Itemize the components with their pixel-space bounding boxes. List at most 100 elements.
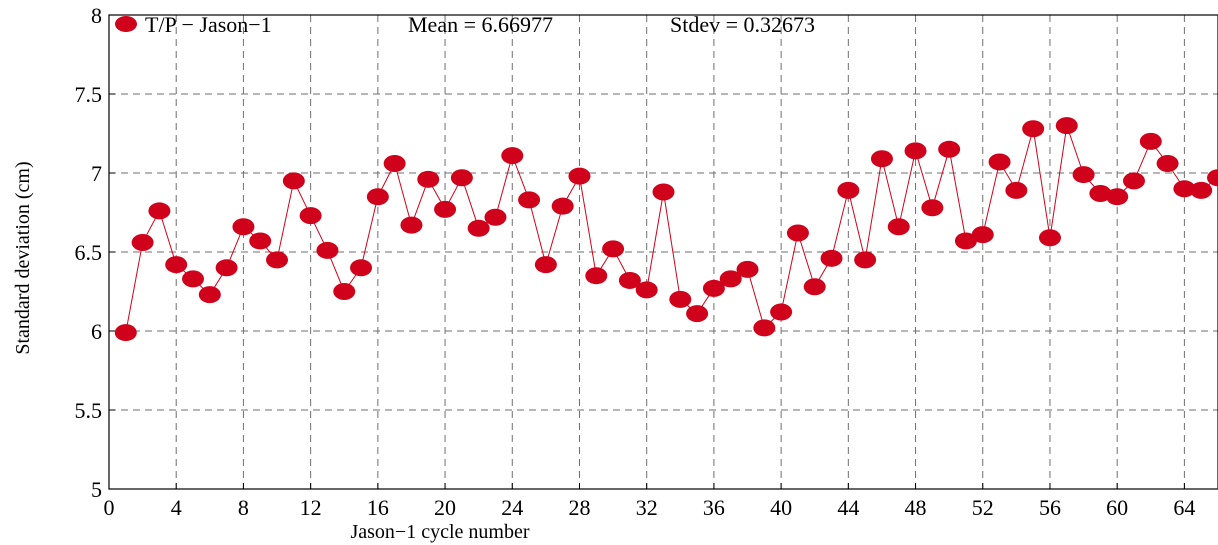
data-point bbox=[635, 281, 658, 299]
data-point bbox=[1005, 181, 1028, 199]
x-tick-label: 28 bbox=[568, 495, 590, 520]
legend-marker bbox=[115, 16, 137, 32]
data-point bbox=[518, 191, 541, 209]
data-point bbox=[938, 140, 961, 158]
y-tick-label: 7 bbox=[91, 161, 102, 186]
data-point bbox=[450, 169, 473, 187]
data-point bbox=[484, 208, 507, 226]
axis-ticks: 0 4 8 12 16 20 24 28 32 36 40 44 48 52 56 60 6455.566.57… bbox=[75, 3, 1196, 520]
data-point bbox=[1022, 120, 1045, 138]
data-point bbox=[316, 241, 339, 259]
data-point bbox=[702, 279, 725, 297]
x-tick-label: 60 bbox=[1106, 495, 1128, 520]
data-point bbox=[1089, 185, 1112, 203]
data-point bbox=[1156, 155, 1179, 173]
legend-label: T/P − Jason−1 bbox=[145, 12, 272, 37]
x-tick-label: 8 bbox=[238, 495, 249, 520]
data-point bbox=[1139, 132, 1162, 150]
data-point bbox=[568, 167, 591, 185]
data-point bbox=[249, 232, 272, 250]
data-point bbox=[870, 150, 893, 168]
data-point bbox=[467, 219, 490, 237]
data-point bbox=[299, 207, 322, 225]
data-point bbox=[803, 278, 826, 296]
data-point bbox=[618, 271, 641, 289]
x-tick-label: 32 bbox=[636, 495, 658, 520]
data-point bbox=[333, 283, 356, 300]
x-tick-label: 56 bbox=[1039, 495, 1061, 520]
data-point bbox=[366, 188, 389, 206]
y-tick-label: 8 bbox=[91, 3, 102, 28]
data-point bbox=[736, 260, 759, 278]
data-point bbox=[988, 153, 1011, 171]
data-point bbox=[383, 155, 406, 173]
data-point bbox=[501, 147, 524, 165]
data-point bbox=[753, 319, 776, 337]
x-tick-label: 64 bbox=[1173, 495, 1195, 520]
series-markers bbox=[114, 117, 1218, 342]
data-point bbox=[534, 256, 557, 274]
x-tick-label: 40 bbox=[770, 495, 792, 520]
data-point bbox=[266, 251, 289, 269]
x-tick-label: 12 bbox=[300, 495, 322, 520]
x-axis-title: Jason−1 cycle number bbox=[350, 521, 529, 543]
data-point bbox=[131, 234, 154, 252]
data-point bbox=[198, 286, 221, 304]
data-point bbox=[182, 270, 205, 288]
y-tick-label: 6.5 bbox=[75, 240, 103, 265]
data-point bbox=[585, 267, 608, 285]
data-point bbox=[837, 181, 860, 199]
y-tick-label: 5.5 bbox=[75, 398, 103, 423]
x-tick-label: 36 bbox=[703, 495, 725, 520]
x-tick-label: 44 bbox=[837, 495, 859, 520]
data-point bbox=[434, 200, 457, 218]
data-point bbox=[971, 226, 994, 244]
data-point bbox=[954, 232, 977, 250]
data-point bbox=[770, 303, 793, 321]
data-point bbox=[1038, 229, 1061, 247]
data-point bbox=[417, 170, 440, 188]
data-point bbox=[350, 259, 373, 277]
data-point bbox=[551, 197, 574, 215]
x-tick-label: 0 bbox=[104, 495, 115, 520]
data-point bbox=[1173, 180, 1196, 198]
data-point bbox=[786, 224, 809, 242]
data-point bbox=[1190, 181, 1213, 199]
data-point bbox=[1122, 172, 1145, 190]
data-point bbox=[1207, 169, 1218, 187]
data-point bbox=[854, 251, 877, 269]
y-tick-label: 6 bbox=[91, 319, 102, 344]
data-point bbox=[165, 256, 188, 274]
data-point bbox=[921, 199, 944, 217]
data-point bbox=[602, 240, 625, 258]
legend: T/P − Jason−1 bbox=[115, 12, 272, 37]
data-point bbox=[1106, 188, 1129, 206]
data-point bbox=[887, 218, 910, 236]
x-tick-label: 16 bbox=[367, 495, 389, 520]
data-point bbox=[1055, 117, 1078, 135]
x-tick-label: 24 bbox=[501, 495, 523, 520]
data-point bbox=[904, 142, 927, 160]
data-point bbox=[719, 270, 742, 288]
data-point bbox=[686, 305, 709, 323]
data-point bbox=[400, 216, 423, 234]
data-point bbox=[669, 290, 692, 308]
stdev-annotation: Stdev = 0.32673 bbox=[670, 12, 815, 37]
data-point bbox=[820, 249, 843, 267]
data-point bbox=[114, 324, 137, 342]
data-point bbox=[652, 183, 675, 201]
data-point bbox=[215, 259, 238, 277]
data-point bbox=[282, 172, 305, 190]
data-point bbox=[232, 218, 255, 236]
mean-annotation: Mean = 6.66977 bbox=[408, 12, 553, 37]
data-point bbox=[148, 202, 171, 220]
y-tick-label: 7.5 bbox=[75, 82, 103, 107]
x-tick-label: 52 bbox=[972, 495, 994, 520]
x-tick-label: 4 bbox=[171, 495, 182, 520]
data-point bbox=[1072, 166, 1095, 184]
y-axis-title: Standard deviation (cm) bbox=[12, 161, 34, 354]
x-tick-label: 20 bbox=[434, 495, 456, 520]
x-tick-label: 48 bbox=[905, 495, 927, 520]
y-tick-label: 5 bbox=[91, 477, 102, 502]
